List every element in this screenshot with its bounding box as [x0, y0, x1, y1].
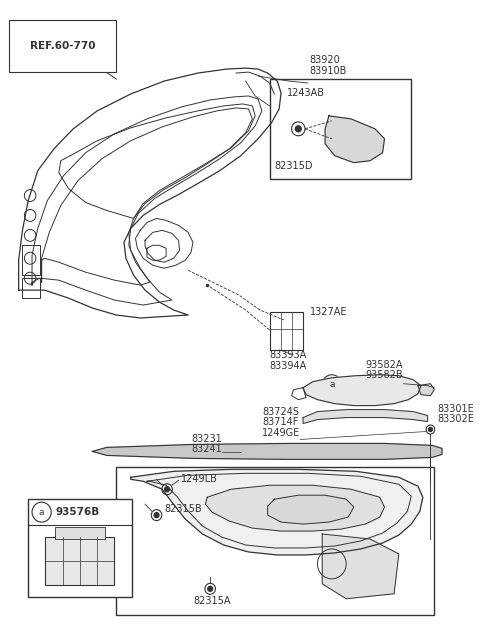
Bar — [28, 499, 132, 597]
Polygon shape — [92, 444, 442, 460]
Polygon shape — [325, 116, 384, 163]
Text: 93576B: 93576B — [55, 507, 99, 517]
Text: 83920: 83920 — [310, 55, 340, 65]
Polygon shape — [303, 410, 428, 423]
Text: 82315D: 82315D — [275, 161, 313, 171]
Text: 1249GE: 1249GE — [262, 429, 300, 439]
Bar — [46, 537, 114, 585]
Bar — [270, 312, 303, 350]
Text: a: a — [329, 380, 335, 389]
Bar — [270, 79, 411, 179]
Text: REF.60-770: REF.60-770 — [30, 41, 96, 51]
Text: 83301E: 83301E — [437, 404, 474, 413]
Text: 1249LB: 1249LB — [181, 474, 218, 484]
Circle shape — [429, 427, 432, 432]
Text: 82315A: 82315A — [193, 596, 230, 606]
Text: 83394A: 83394A — [270, 361, 307, 371]
Text: 83724S: 83724S — [262, 406, 299, 417]
Text: 83910B: 83910B — [310, 66, 347, 76]
Text: 83231: 83231 — [191, 434, 222, 444]
Bar — [55, 527, 105, 539]
Polygon shape — [205, 486, 384, 531]
Circle shape — [154, 513, 159, 518]
Text: 82315B: 82315B — [164, 504, 202, 514]
Polygon shape — [322, 534, 399, 599]
Text: 1243AB: 1243AB — [287, 88, 325, 98]
Text: 83393A: 83393A — [270, 350, 307, 360]
Bar — [116, 467, 434, 615]
Bar — [23, 278, 40, 298]
Polygon shape — [131, 469, 423, 555]
Circle shape — [208, 586, 213, 591]
Text: 93582B: 93582B — [365, 370, 403, 380]
Polygon shape — [303, 375, 421, 406]
Text: 83241: 83241 — [191, 444, 222, 454]
Polygon shape — [418, 384, 434, 396]
Circle shape — [165, 487, 169, 492]
Text: 1327AE: 1327AE — [310, 307, 348, 317]
Text: 93582A: 93582A — [365, 360, 403, 370]
Circle shape — [295, 126, 301, 132]
Polygon shape — [268, 495, 354, 524]
Text: 83302E: 83302E — [437, 413, 474, 423]
Bar — [23, 246, 40, 275]
Text: 83714F: 83714F — [262, 417, 298, 427]
Text: a: a — [39, 508, 44, 517]
